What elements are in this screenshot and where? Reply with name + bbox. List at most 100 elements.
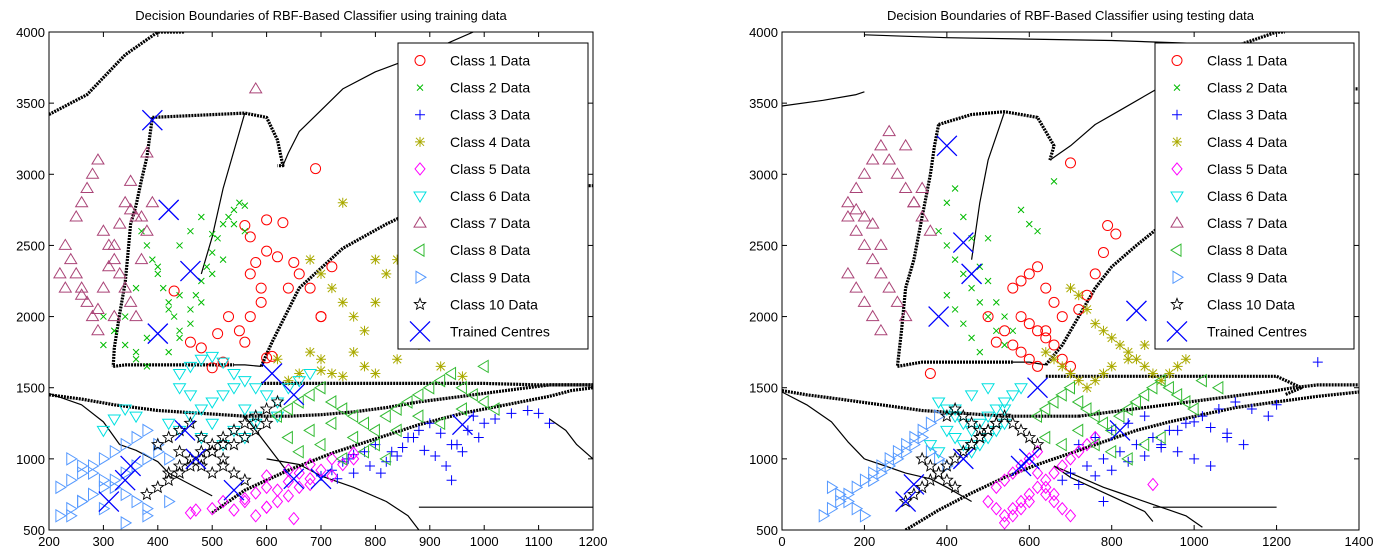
trained-centre-marker: [1109, 419, 1131, 441]
data-point: [446, 475, 457, 486]
data-point: [892, 451, 905, 466]
data-point: [326, 469, 338, 483]
data-point: [132, 355, 140, 363]
data-point: [1147, 432, 1158, 443]
legend-label: Class 10 Data: [1207, 296, 1295, 312]
data-point: [1057, 361, 1068, 372]
data-point: [411, 409, 424, 424]
data-point: [239, 494, 251, 509]
data-point: [55, 508, 67, 523]
data-point: [990, 480, 1002, 495]
data-point: [216, 390, 230, 402]
data-point: [1139, 340, 1150, 351]
data-point: [835, 487, 847, 502]
data-point: [1048, 466, 1060, 480]
data-point: [890, 295, 905, 307]
trained-centre-marker: [283, 468, 305, 490]
data-point: [120, 516, 133, 530]
data-point: [1170, 387, 1183, 402]
data-point: [457, 446, 468, 457]
data-point: [165, 348, 173, 356]
data-point: [303, 387, 315, 402]
data-point: [107, 238, 122, 250]
data-point: [326, 452, 338, 466]
data-point: [455, 380, 467, 395]
data-point: [205, 444, 220, 458]
legend-marker: [1172, 136, 1182, 147]
data-point: [165, 306, 173, 313]
x-tick-label: 700: [310, 534, 332, 549]
data-point: [931, 465, 946, 479]
data-point: [183, 361, 198, 374]
decision-boundary: [897, 360, 1013, 368]
data-point: [998, 516, 1011, 530]
data-point: [1081, 382, 1092, 393]
data-point: [316, 365, 326, 376]
data-point: [997, 408, 1012, 422]
data-point: [110, 327, 118, 335]
data-point: [244, 311, 256, 323]
data-point: [939, 404, 954, 417]
data-point: [381, 456, 392, 467]
data-point: [422, 380, 435, 395]
data-point: [100, 341, 107, 349]
data-point: [452, 439, 462, 450]
data-point: [150, 480, 165, 494]
data-point: [316, 268, 326, 279]
data-point: [283, 375, 294, 386]
data-point: [315, 311, 327, 323]
data-point: [544, 418, 555, 429]
legend-label: Class 4 Data: [1207, 134, 1287, 150]
decision-boundary: [244, 415, 289, 474]
data-point: [216, 451, 230, 465]
data-point: [1110, 228, 1122, 240]
data-point: [1178, 395, 1191, 409]
data-point: [379, 451, 391, 466]
data-point: [142, 451, 154, 466]
data-point: [359, 361, 370, 372]
data-point: [444, 366, 457, 381]
data-point: [248, 423, 263, 437]
decision-boundary: [211, 386, 593, 515]
legend-box: [397, 42, 589, 350]
data-point: [77, 459, 89, 473]
data-point: [112, 266, 127, 279]
trained-centre-marker: [961, 263, 983, 285]
data-point: [1112, 409, 1125, 424]
y-tick-label: 500: [23, 523, 45, 538]
series-8: [1030, 373, 1224, 466]
series-7: [841, 124, 938, 336]
data-point: [865, 153, 880, 165]
data-point: [337, 457, 349, 472]
x-tick-label: 600: [1018, 534, 1040, 549]
data-point: [217, 356, 229, 368]
data-point: [227, 368, 241, 381]
x-tick-label: 1100: [525, 534, 553, 549]
data-point: [1015, 501, 1027, 516]
chart-title: Decision Boundaries of RBF-Based Classif…: [135, 8, 507, 23]
decision-boundary: [1045, 374, 1303, 397]
data-point: [379, 409, 391, 424]
data-point: [260, 469, 273, 483]
data-point: [843, 494, 855, 509]
data-point: [1034, 227, 1041, 235]
data-point: [972, 418, 987, 431]
legend-label: Class 1 Data: [450, 53, 530, 69]
data-point: [227, 425, 241, 438]
data-point: [310, 163, 322, 175]
data-points: [52, 81, 555, 530]
data-point: [195, 342, 207, 354]
data-point: [976, 263, 984, 271]
legend-marker: [414, 162, 426, 176]
data-point: [1205, 422, 1216, 433]
y-tick-label: 2500: [16, 238, 45, 253]
data-point: [120, 487, 133, 502]
data-point: [935, 227, 942, 235]
data-point: [142, 508, 154, 523]
data-point: [981, 383, 995, 395]
data-point: [149, 256, 156, 264]
trained-centre-marker: [114, 469, 136, 491]
decision-boundary: [49, 32, 185, 116]
data-point: [1096, 416, 1108, 431]
data-point: [282, 489, 295, 503]
